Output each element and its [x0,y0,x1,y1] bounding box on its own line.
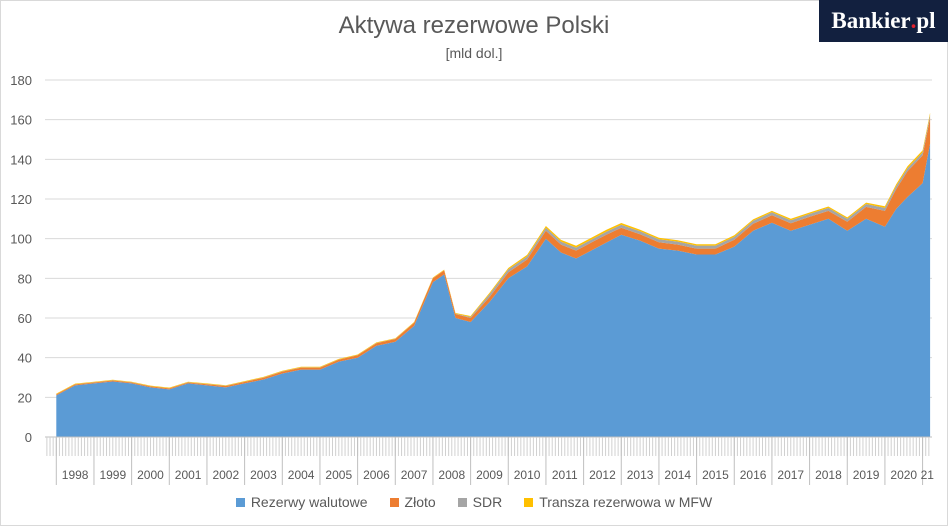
x-tick-label-1999: 1999 [99,468,126,482]
x-tick-label-2014: 2014 [664,468,691,482]
area-series-0 [56,143,931,437]
x-tick-label-2005: 2005 [325,468,352,482]
x-tick-label-2017: 2017 [777,468,804,482]
x-tick-label-2004: 2004 [288,468,315,482]
logo-tld: pl [916,8,936,33]
chart-subtitle: [mld dol.] [445,45,503,61]
legend-item-rezerwy: Rezerwy walutowe [235,494,368,510]
x-tick-label-1998: 1998 [62,468,89,482]
legend-swatch-transza [524,497,534,507]
y-tick-label-120: 120 [10,192,32,207]
x-tick-label-2019: 2019 [853,468,880,482]
y-tick-label-60: 60 [18,311,32,326]
x-tick-label-2011: 2011 [552,468,578,482]
x-tick-label-2002: 2002 [212,468,239,482]
x-tick-label-2007: 2007 [401,468,428,482]
legend-label-rezerwy: Rezerwy walutowe [250,494,368,510]
x-tick-label-2000: 2000 [137,468,164,482]
x-tick-label-2008: 2008 [438,468,465,482]
logo-text: Bankier [831,8,911,33]
y-tick-label-20: 20 [18,390,32,405]
x-tick-label-2012: 2012 [589,468,616,482]
x-tick-label-2018: 2018 [815,468,842,482]
legend: Rezerwy walutowe Złoto SDR Transza rezer… [0,494,948,510]
legend-swatch-rezerwy [235,497,245,507]
x-tick-label-2010: 2010 [514,468,541,482]
x-tick-label-2006: 2006 [363,468,390,482]
x-tick-label-21: 21 [921,468,935,482]
y-tick-label-180: 180 [10,73,32,88]
y-tick-label-0: 0 [25,430,32,445]
x-tick-label-2013: 2013 [627,468,654,482]
legend-item-transza: Transza rezerwowa w MFW [524,494,712,510]
logo-dot: . [910,8,917,33]
legend-item-sdr: SDR [457,494,503,510]
x-tick-label-2009: 2009 [476,468,503,482]
legend-label-transza: Transza rezerwowa w MFW [539,494,713,510]
y-tick-label-80: 80 [18,271,32,286]
x-tick-label-2016: 2016 [740,468,767,482]
x-tick-label-2003: 2003 [250,468,277,482]
x-tick-label-2015: 2015 [702,468,729,482]
legend-swatch-zloto [389,497,399,507]
legend-swatch-sdr [457,497,467,507]
y-tick-label-40: 40 [18,351,32,366]
bankier-logo: Bankier. pl [819,0,948,42]
y-tick-label-100: 100 [10,232,32,247]
legend-label-sdr: SDR [472,494,503,510]
x-tick-label-2020: 2020 [890,468,917,482]
chart-title: Aktywa rezerwowe Polski [338,12,610,39]
legend-label-zloto: Złoto [404,494,436,510]
legend-item-zloto: Złoto [389,494,436,510]
x-tick-label-2001: 2001 [175,468,202,482]
y-tick-label-140: 140 [10,152,32,167]
y-tick-label-160: 160 [10,113,32,128]
